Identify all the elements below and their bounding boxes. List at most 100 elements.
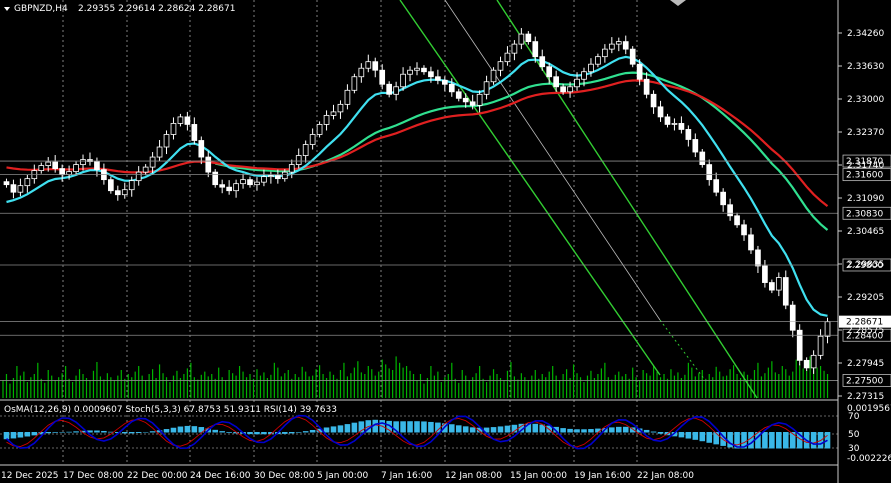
osma-bar [330,426,337,433]
candle-body-up [497,61,504,71]
candle-body-down [184,116,191,125]
candle-body-down [762,265,768,283]
candle-body-down [622,41,629,50]
osma-bar [149,431,156,433]
candle-body-down [379,69,386,85]
chart-title: GBPNZD,H4 [14,4,68,14]
candle-body-down [462,97,469,103]
osma-bar [344,424,351,433]
osma-bar [73,431,79,433]
candle-body-up [254,181,260,186]
candle-body-up [810,354,817,369]
level-label-box [842,206,891,220]
osma-bar [87,430,93,433]
osma-bar [17,432,24,438]
osma-bar [177,426,184,433]
candle-body-up [407,69,413,75]
menu-arrow-icon[interactable] [4,7,10,11]
candle-body-up [309,134,316,145]
candle-body-down [755,249,761,267]
osma-bar [226,432,232,433]
osma-bar [525,423,532,433]
subwindow-level-label: 30 [848,444,860,454]
level-label-box [842,258,891,272]
candle-body-down [455,91,462,99]
candle-body-down [769,282,775,291]
osma-bar [776,432,782,449]
subwindow-level-label: 50 [848,430,860,440]
candle-body-down [636,63,643,80]
y-tick-label: 2.33000 [847,95,884,105]
osma-bar [163,429,170,433]
osma-bar [288,432,295,434]
x-tick-label: 15 Jan 00:00 [510,471,567,481]
x-tick-label: 22 Jan 08:00 [637,471,694,481]
osma-bar [504,425,511,433]
osma-bar [45,432,52,434]
osma-bar [309,429,316,433]
osma-bar [80,430,86,433]
candle-body-down [108,179,114,192]
osma-bar [685,432,692,439]
ohlc-readout: 2.29355 2.29614 2.28624 2.28671 [78,4,235,14]
osma-bar [699,432,706,442]
candle-body-down [748,234,754,251]
osma-bar [170,427,177,433]
candle-body-up [233,183,239,192]
osma-bar [268,432,274,435]
osma-bar [184,425,191,433]
candle-body-down [539,56,546,68]
osma-bar [762,432,768,449]
candle-body-up [288,164,295,173]
candle-body-down [643,78,650,95]
channel-lower-line [399,0,661,376]
y-tick-label: 2.34260 [847,29,884,39]
candle-body-up [170,123,177,135]
osma-bar [462,426,469,433]
candle-body-up [177,116,184,124]
osma-bar [713,432,719,445]
candle-body-down [275,175,281,180]
y-tick-label: 2.31740 [847,161,884,171]
osma-bar [66,431,72,433]
candle-body-down [226,186,232,192]
osma-bar [734,432,740,449]
subwindow-level-label: 70 [848,412,860,422]
candle-body-down [372,61,379,71]
candle-body-down [3,181,10,186]
x-tick-label: 12 Jan 08:00 [445,471,502,481]
osma-bar [372,419,379,433]
osma-bar [156,430,163,433]
candle-body-down [706,164,713,181]
candle-body-down [191,124,198,141]
channel-mid-line [444,0,661,321]
candle-body-down [546,66,553,78]
osma-bar [469,427,476,433]
candle-body-down [219,184,226,188]
candle-body-up [608,43,615,50]
osma-bar [128,432,135,434]
indicator-readout: OsMA(12,26,9) 0.0009607 Stoch(5,3,3) 67.… [4,405,337,415]
level-label: 2.31870 [846,157,883,167]
level-label: 2.27500 [846,376,883,386]
osma-bar [455,425,462,433]
candle-body-down [247,179,253,186]
candle-body-down [678,123,685,130]
osma-bar [421,421,427,433]
osma-bar [650,431,657,433]
candle-body-down [198,140,205,158]
candle-body-up [817,335,824,356]
candle-body-up [567,86,573,93]
y-tick-label: 2.33630 [847,62,884,72]
candle-body-up [775,277,782,291]
osma-bar [142,431,149,433]
candle-body-down [789,304,796,331]
level-label-box [842,168,891,182]
candle-body-up [615,41,622,45]
candle-body-down [685,129,692,140]
price-levels: 2.31870 2.31600 2.30830 2.29800 2.28400 2.275… [0,154,891,387]
y-tick-label: 2.32370 [847,128,884,138]
osma-bar [10,432,17,439]
stoch-main-line [5,414,828,450]
